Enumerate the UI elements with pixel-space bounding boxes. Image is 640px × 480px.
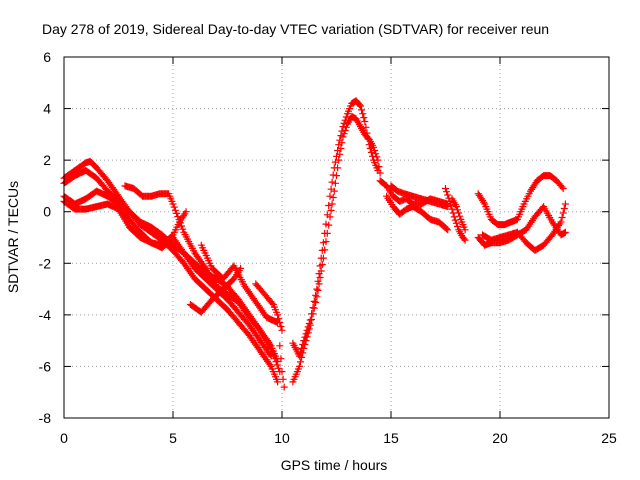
data-point-markers (474, 172, 567, 229)
y-tick-label: -4 (39, 307, 52, 323)
data-points (60, 97, 569, 391)
x-tick-label: 10 (274, 430, 290, 446)
series-track-5 (121, 182, 284, 376)
y-tick-label: 4 (43, 101, 51, 117)
data-point-markers (479, 200, 569, 254)
data-point-markers (252, 280, 286, 334)
plot-frame (63, 56, 610, 419)
data-point-markers (186, 264, 245, 316)
series-track-6 (186, 264, 245, 316)
data-point-markers (448, 195, 469, 234)
x-tick-label: 20 (492, 430, 508, 446)
x-tick-label: 0 (60, 430, 68, 446)
series-track-7 (197, 241, 282, 327)
x-tick-labels: 0 5 10 15 20 25 (60, 430, 617, 446)
series-track-8 (252, 280, 286, 334)
series-track-17 (474, 172, 567, 229)
data-point-markers (121, 182, 284, 376)
x-tick-label: 5 (169, 430, 177, 446)
y-tick-label: -6 (39, 358, 52, 374)
x-tick-label: 15 (383, 430, 399, 446)
data-point-markers (197, 241, 282, 327)
y-axis-label: SDTVAR / TECUs (5, 181, 21, 293)
y-tick-label: 6 (43, 49, 51, 65)
data-point-markers (383, 192, 452, 234)
chart-title: Day 278 of 2019, Sidereal Day-to-day VTE… (42, 21, 549, 37)
series-track-14 (387, 182, 452, 211)
data-point-markers (289, 97, 382, 360)
y-tick-label: -8 (39, 410, 52, 426)
y-tick-labels: -8 -6 -4 -2 0 2 4 6 (39, 49, 52, 426)
series-track-9 (276, 342, 288, 391)
y-tick-label: -2 (39, 255, 52, 271)
series-track-13 (383, 192, 452, 234)
data-point-markers (387, 182, 452, 211)
series-track-16 (448, 195, 469, 234)
series-track-11 (289, 97, 382, 360)
y-tick-label: 0 (43, 204, 51, 220)
data-point-markers (276, 342, 288, 391)
series-track-19 (479, 200, 569, 254)
y-tick-label: 2 (43, 152, 51, 168)
x-tick-label: 25 (601, 430, 617, 446)
x-axis-label: GPS time / hours (281, 457, 388, 473)
